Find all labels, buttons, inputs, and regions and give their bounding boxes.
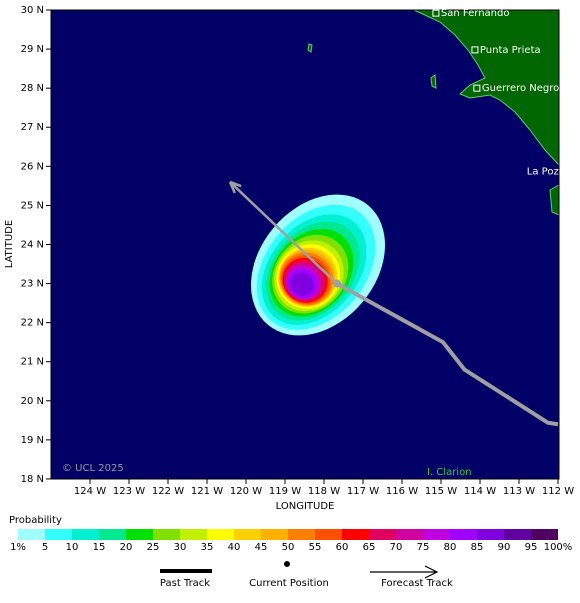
colorbar-segment [207,529,234,540]
colorbar-label: 75 [417,542,430,553]
colorbar-label: 50 [282,542,295,553]
forecast-track [229,181,338,285]
lon-label: 118 W [308,486,340,497]
colorbar-segment [423,529,450,540]
lat-label: 21 N [21,357,44,368]
lon-label: 120 W [230,486,262,497]
colorbar-label: 85 [471,542,484,553]
forecast-arrowhead [228,180,242,194]
legend-label: Forecast Track [381,578,453,589]
lat-label: 24 N [21,239,44,250]
colorbar-label: 1% [10,542,26,553]
lat-label: 22 N [21,318,44,329]
lon-label: 117 W [347,486,379,497]
colorbar-segment [342,529,369,540]
lon-label: 112 W [542,486,574,497]
lat-label: 29 N [21,44,44,55]
colorbar-label: 20 [120,542,133,553]
colorbar-segment [180,529,207,540]
lon-label: 119 W [269,486,301,497]
place-marker [471,46,479,54]
colorbar-segment [369,529,396,540]
colorbar-title: Probability [9,515,62,526]
place-name: Guerrero Negro [482,83,559,94]
colorbar-label: 5 [42,542,48,553]
place-marker [473,84,481,92]
lon-label: 116 W [386,486,418,497]
lat-label: 28 N [21,83,44,94]
island-shape [307,43,437,89]
colorbar-label: 55 [309,542,322,553]
colorbar-label: 100% [544,542,573,553]
lat-label: 19 N [21,435,44,446]
current-position [332,279,341,288]
colorbar-segment [261,529,288,540]
colorbar-segment [99,529,126,540]
land [413,9,560,167]
colorbar-segment [234,529,261,540]
lat-label: 20 N [21,396,44,407]
colorbar-segment [153,529,180,540]
lon-label: 123 W [113,486,145,497]
colorbar-label: 40 [228,542,241,553]
colorbar-segment [477,529,504,540]
colorbar-segment [396,529,423,540]
colorbar-label: 15 [93,542,106,553]
colorbar-segment [531,529,558,540]
colorbar-segment [18,529,45,540]
past-track [335,281,559,427]
colorbar-label: 35 [201,542,214,553]
lon-label: 122 W [152,486,184,497]
colorbar-segment [72,529,99,540]
place-name: San Fernando [441,8,510,19]
probability-field [251,194,385,336]
credit: © UCL 2025 [62,463,124,474]
legend-forecast-arrow [370,565,439,579]
colorbar-segment [450,529,477,540]
lon-label: 113 W [503,486,535,497]
lat-label: 18 N [21,474,44,485]
colorbar-label: 60 [336,542,349,553]
island-label: I. Clarion [427,467,472,478]
colorbar-label: 45 [255,542,268,553]
colorbar-segment [288,529,315,540]
legend-current-dot [284,561,290,567]
colorbar-segment [504,529,531,540]
lat-label: 23 N [21,279,44,290]
lat-label: 30 N [21,5,44,16]
legend-label: Past Track [160,578,210,589]
lon-label: 114 W [464,486,496,497]
colorbar-label: 65 [363,542,376,553]
place-marker [432,9,440,17]
lat-label: 25 N [21,200,44,211]
lon-label: 115 W [425,486,457,497]
lon-label: 124 W [74,486,106,497]
x-axis-title: LONGITUDE [276,501,335,512]
colorbar-label: 95 [525,542,538,553]
colorbar-label: 30 [174,542,187,553]
y-axis-title: LATITUDE [4,220,15,268]
legend-label: Current Position [249,578,329,589]
place-name: Punta Prieta [480,45,541,56]
colorbar-segment [45,529,72,540]
colorbar-label: 90 [498,542,511,553]
colorbar-segment [315,529,342,540]
colorbar-label: 70 [390,542,403,553]
colorbar-segment [126,529,153,540]
lat-label: 27 N [21,122,44,133]
lon-label: 121 W [191,486,223,497]
colorbar-label: 10 [66,542,79,553]
colorbar-label: 25 [147,542,160,553]
place-name: La Poza [527,166,565,177]
lat-label: 26 N [21,161,44,172]
colorbar-label: 80 [444,542,457,553]
